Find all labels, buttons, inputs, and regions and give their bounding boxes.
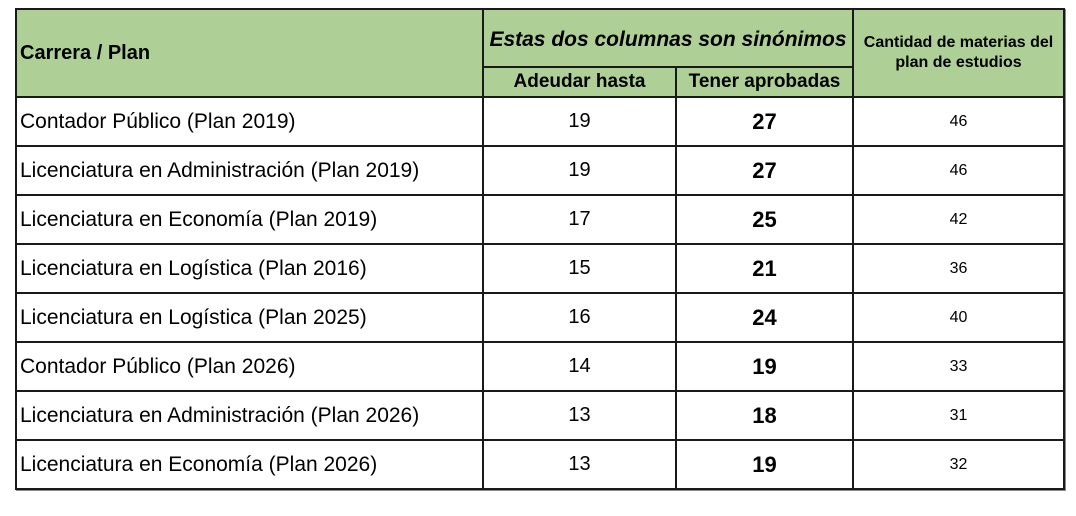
header-row-top: Carrera / Plan Estas dos columnas son si…: [15, 8, 1065, 98]
cell-adeudar: 17: [482, 194, 677, 245]
header-row-sub: Adeudar hasta Tener aprobadas: [16, 66, 1064, 98]
cell-tener: 25: [675, 194, 854, 245]
header-adeudar-hasta: Adeudar hasta: [482, 66, 677, 98]
header-synonyms-group: Estas dos columnas son sinónimos: [482, 8, 854, 68]
cell-cantidad: 36: [852, 243, 1065, 294]
cell-cantidad: 32: [852, 439, 1065, 490]
table-row: Licenciatura en Logística (Plan 2025) 16…: [15, 292, 1065, 343]
table-row: Licenciatura en Administración (Plan 201…: [15, 145, 1065, 196]
cell-adeudar: 13: [482, 439, 677, 490]
cell-tener: 27: [675, 96, 854, 147]
cell-adeudar: 13: [482, 390, 677, 441]
table-row: Licenciatura en Economía (Plan 2026) 13 …: [15, 439, 1065, 490]
cell-adeudar: 19: [482, 145, 677, 196]
table-row: Licenciatura en Economía (Plan 2019) 17 …: [15, 194, 1065, 245]
cell-tener: 19: [675, 439, 854, 490]
cell-carrera: Contador Público (Plan 2019): [15, 96, 484, 147]
cell-carrera: Licenciatura en Economía (Plan 2019): [15, 194, 484, 245]
cell-adeudar: 14: [482, 341, 677, 392]
cell-cantidad: 40: [852, 292, 1065, 343]
cell-tener: 19: [675, 341, 854, 392]
cell-adeudar: 19: [482, 96, 677, 147]
cell-cantidad: 33: [852, 341, 1065, 392]
cell-adeudar: 15: [482, 243, 677, 294]
cell-tener: 21: [675, 243, 854, 294]
cell-cantidad: 42: [852, 194, 1065, 245]
header-cantidad-materias: Cantidad de materias del plan de estudio…: [852, 8, 1065, 98]
cell-cantidad: 31: [852, 390, 1065, 441]
cell-carrera: Licenciatura en Administración (Plan 202…: [15, 390, 484, 441]
cell-carrera: Licenciatura en Logística (Plan 2016): [15, 243, 484, 294]
table-row: Licenciatura en Administración (Plan 202…: [15, 390, 1065, 441]
cell-carrera: Contador Público (Plan 2026): [15, 341, 484, 392]
cell-carrera: Licenciatura en Economía (Plan 2026): [15, 439, 484, 490]
cell-cantidad: 46: [852, 145, 1065, 196]
header-tener-aprobadas: Tener aprobadas: [675, 66, 854, 98]
cell-cantidad: 46: [852, 96, 1065, 147]
cell-tener: 24: [675, 292, 854, 343]
cell-carrera: Licenciatura en Administración (Plan 201…: [15, 145, 484, 196]
cell-adeudar: 16: [482, 292, 677, 343]
plan-requirements-table: Carrera / Plan Estas dos columnas son si…: [15, 8, 1065, 490]
table-row: Contador Público (Plan 2019) 19 27 46: [15, 96, 1065, 147]
cell-tener: 27: [675, 145, 854, 196]
table-row: Contador Público (Plan 2026) 14 19 33: [15, 341, 1065, 392]
cell-tener: 18: [675, 390, 854, 441]
cell-carrera: Licenciatura en Logística (Plan 2025): [15, 292, 484, 343]
table-row: Licenciatura en Logística (Plan 2016) 15…: [15, 243, 1065, 294]
header-carrera-plan: Carrera / Plan: [15, 8, 484, 98]
